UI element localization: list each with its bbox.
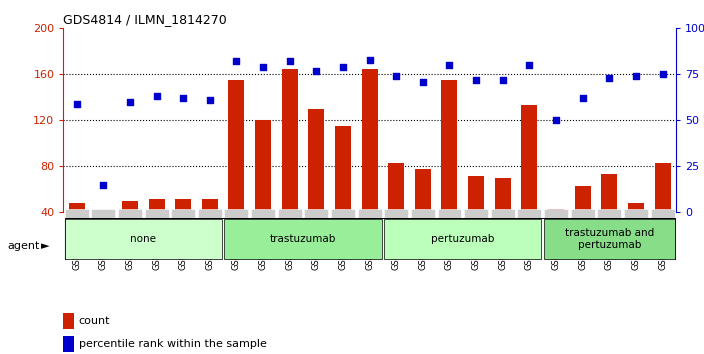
Bar bbox=[277, 209, 302, 218]
Bar bbox=[65, 209, 89, 218]
Point bbox=[71, 101, 82, 107]
Bar bbox=[202, 199, 218, 258]
Text: ►: ► bbox=[41, 241, 49, 251]
Text: percentile rank within the sample: percentile rank within the sample bbox=[79, 339, 267, 349]
Point bbox=[177, 96, 189, 101]
Bar bbox=[63, 313, 75, 329]
Bar bbox=[175, 199, 191, 258]
Bar bbox=[464, 209, 488, 218]
Bar bbox=[517, 209, 541, 218]
Bar bbox=[251, 209, 275, 218]
Point bbox=[258, 64, 269, 70]
Bar bbox=[624, 209, 648, 218]
Bar bbox=[335, 126, 351, 258]
Bar bbox=[92, 209, 115, 218]
Bar bbox=[597, 209, 621, 218]
Point bbox=[603, 75, 615, 81]
Point bbox=[444, 62, 455, 68]
Point bbox=[310, 68, 322, 74]
Point bbox=[551, 118, 562, 123]
Point bbox=[98, 182, 109, 188]
Text: GDS4814 / ILMN_1814270: GDS4814 / ILMN_1814270 bbox=[63, 13, 227, 26]
Point bbox=[470, 77, 482, 83]
Bar bbox=[384, 218, 541, 259]
Point bbox=[630, 73, 641, 79]
Bar bbox=[548, 209, 564, 258]
Bar bbox=[571, 209, 595, 218]
Bar bbox=[63, 336, 75, 352]
Bar bbox=[411, 209, 435, 218]
Bar bbox=[65, 218, 222, 259]
Bar bbox=[149, 199, 165, 258]
Point bbox=[125, 99, 136, 105]
Bar bbox=[628, 203, 644, 258]
Bar bbox=[331, 209, 355, 218]
Bar bbox=[388, 163, 404, 258]
Bar bbox=[122, 201, 138, 258]
Bar bbox=[358, 209, 382, 218]
Bar bbox=[544, 209, 568, 218]
Point bbox=[364, 57, 375, 62]
Bar bbox=[229, 80, 244, 258]
Point bbox=[657, 72, 668, 77]
Bar bbox=[650, 209, 674, 218]
Bar bbox=[574, 186, 591, 258]
Bar bbox=[144, 209, 168, 218]
Point bbox=[231, 59, 242, 64]
Bar bbox=[601, 175, 617, 258]
Bar bbox=[437, 209, 461, 218]
Bar bbox=[655, 163, 670, 258]
Point bbox=[337, 64, 348, 70]
Bar bbox=[468, 176, 484, 258]
Bar bbox=[522, 105, 537, 258]
Text: pertuzumab: pertuzumab bbox=[431, 234, 494, 244]
Text: agent: agent bbox=[7, 241, 39, 251]
Bar bbox=[118, 209, 142, 218]
Bar bbox=[384, 209, 408, 218]
Bar bbox=[495, 178, 510, 258]
Bar bbox=[225, 218, 382, 259]
Text: count: count bbox=[79, 316, 110, 326]
Point bbox=[577, 96, 589, 101]
Bar bbox=[441, 80, 458, 258]
Bar bbox=[415, 169, 431, 258]
Text: trastuzumab and
pertuzumab: trastuzumab and pertuzumab bbox=[565, 228, 654, 250]
Bar bbox=[544, 218, 674, 259]
Bar bbox=[171, 209, 195, 218]
Text: none: none bbox=[130, 234, 156, 244]
Bar bbox=[95, 212, 111, 258]
Bar bbox=[362, 69, 377, 258]
Point bbox=[497, 77, 508, 83]
Bar bbox=[304, 209, 328, 218]
Point bbox=[284, 59, 296, 64]
Bar bbox=[255, 120, 271, 258]
Point bbox=[204, 97, 215, 103]
Bar bbox=[198, 209, 222, 218]
Text: trastuzumab: trastuzumab bbox=[270, 234, 337, 244]
Bar bbox=[491, 209, 515, 218]
Point bbox=[524, 62, 535, 68]
Point bbox=[417, 79, 429, 85]
Bar bbox=[282, 69, 298, 258]
Bar bbox=[69, 203, 84, 258]
Point bbox=[151, 93, 162, 99]
Bar bbox=[225, 209, 249, 218]
Bar bbox=[308, 109, 325, 258]
Point bbox=[391, 73, 402, 79]
